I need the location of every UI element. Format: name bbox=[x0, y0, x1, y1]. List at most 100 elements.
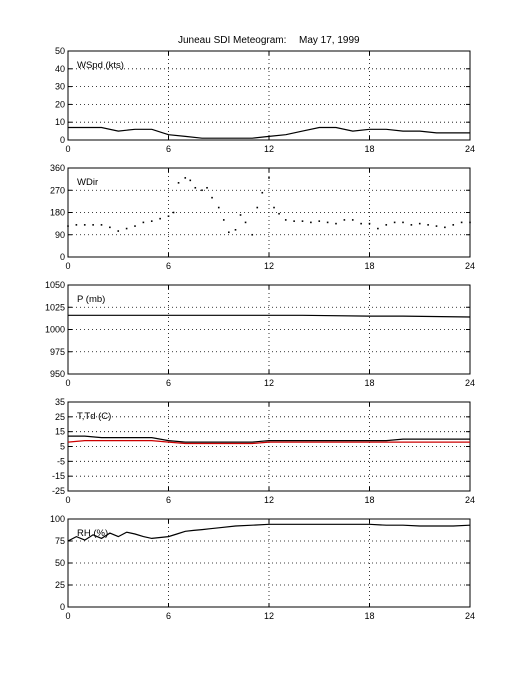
data-point bbox=[410, 224, 413, 226]
y-tick-label: 20 bbox=[55, 99, 65, 109]
data-point bbox=[75, 224, 78, 226]
data-point bbox=[251, 233, 254, 236]
series-line-1 bbox=[68, 314, 471, 318]
data-point bbox=[293, 220, 295, 222]
data-point bbox=[244, 221, 247, 224]
x-tick-label: 6 bbox=[166, 495, 171, 505]
data-point bbox=[301, 220, 304, 222]
x-tick-label: 24 bbox=[465, 495, 475, 505]
x-tick-label: 18 bbox=[364, 611, 374, 621]
x-tick-label: 24 bbox=[465, 261, 475, 271]
data-point bbox=[194, 186, 197, 189]
y-tick-label: 50 bbox=[55, 558, 65, 568]
data-point bbox=[368, 222, 371, 225]
data-point bbox=[150, 220, 153, 222]
data-point bbox=[343, 219, 346, 221]
panel-4: 0 6 12 18 24 -25 -15 -5 5 15 25 35 T,Td (C) bbox=[52, 397, 475, 505]
data-point bbox=[222, 219, 225, 221]
data-point bbox=[228, 231, 230, 234]
x-tick-label: 6 bbox=[166, 144, 171, 154]
data-point bbox=[284, 219, 287, 221]
x-tick-label: 18 bbox=[364, 261, 374, 271]
data-point bbox=[201, 189, 203, 192]
data-point bbox=[402, 221, 404, 224]
y-tick-label: 270 bbox=[50, 185, 65, 195]
data-point bbox=[92, 224, 94, 226]
y-tick-label: 975 bbox=[50, 347, 65, 357]
data-point bbox=[206, 186, 208, 189]
panel-5: 0 6 12 18 24 0 25 50 75 100 RH (%) bbox=[50, 514, 475, 621]
figure-date: May 17, 1999 bbox=[299, 35, 360, 46]
x-tick-label: 18 bbox=[364, 144, 374, 154]
y-tick-label: 15 bbox=[55, 427, 65, 437]
y-tick-label: 40 bbox=[55, 64, 65, 74]
x-tick-label: 6 bbox=[166, 378, 171, 388]
panel-1: 0 6 12 18 24 0 10 20 30 40 50 WSpd (kts) bbox=[55, 46, 475, 154]
x-tick-label: 12 bbox=[264, 261, 274, 271]
x-tick-label: 6 bbox=[166, 261, 171, 271]
data-point bbox=[67, 225, 69, 227]
data-point bbox=[211, 196, 213, 199]
y-tick-label: 25 bbox=[55, 412, 65, 422]
data-point bbox=[184, 177, 187, 179]
panel-label: WDir bbox=[77, 177, 98, 188]
x-tick-label: 0 bbox=[65, 261, 70, 271]
data-point bbox=[435, 225, 438, 227]
data-point bbox=[159, 217, 161, 220]
data-point bbox=[217, 206, 220, 209]
series-line-1 bbox=[67, 523, 471, 542]
data-point bbox=[418, 222, 421, 225]
x-tick-label: 24 bbox=[465, 611, 475, 621]
series-line-2 bbox=[67, 440, 470, 445]
x-tick-label: 24 bbox=[465, 144, 475, 154]
y-tick-label: 0 bbox=[60, 252, 65, 262]
series-line-1 bbox=[68, 126, 470, 139]
x-tick-label: 12 bbox=[264, 378, 274, 388]
data-point bbox=[318, 220, 321, 222]
y-tick-label: 1025 bbox=[45, 302, 65, 312]
y-tick-label: 1000 bbox=[45, 325, 65, 335]
data-point bbox=[326, 221, 329, 224]
data-point bbox=[460, 221, 463, 224]
x-tick-label: 12 bbox=[264, 495, 274, 505]
y-tick-label: 10 bbox=[55, 117, 65, 127]
data-point bbox=[256, 206, 259, 209]
data-point bbox=[273, 206, 275, 209]
x-tick-label: 12 bbox=[264, 611, 274, 621]
data-point bbox=[427, 224, 429, 226]
panel-label: RH (%) bbox=[77, 528, 108, 539]
data-point bbox=[469, 221, 471, 224]
x-tick-label: 0 bbox=[65, 611, 70, 621]
x-tick-label: 24 bbox=[465, 378, 475, 388]
y-tick-label: -25 bbox=[52, 486, 65, 496]
x-tick-label: 0 bbox=[65, 495, 70, 505]
data-point bbox=[125, 227, 128, 230]
y-tick-label: 180 bbox=[50, 208, 65, 218]
y-tick-label: 0 bbox=[60, 135, 65, 145]
data-point bbox=[310, 221, 312, 224]
data-point bbox=[177, 182, 180, 184]
panel-label: T,Td (C) bbox=[77, 411, 111, 422]
data-point bbox=[377, 227, 379, 230]
data-point bbox=[360, 222, 362, 225]
y-tick-label: -15 bbox=[52, 471, 65, 481]
data-point bbox=[385, 224, 388, 226]
x-tick-label: 0 bbox=[65, 144, 70, 154]
data-point bbox=[452, 224, 455, 226]
y-tick-label: 360 bbox=[50, 163, 65, 173]
y-tick-label: 30 bbox=[55, 82, 65, 92]
data-point bbox=[239, 214, 242, 216]
panel-3: 0 6 12 18 24 950 975 1000 1025 1050 P (mb) bbox=[45, 280, 475, 388]
y-tick-label: 50 bbox=[55, 46, 65, 56]
y-tick-label: -5 bbox=[57, 456, 65, 466]
figure-title: Juneau SDI Meteogram: bbox=[178, 35, 286, 46]
data-point bbox=[172, 211, 175, 214]
y-tick-label: 0 bbox=[60, 602, 65, 612]
data-point bbox=[234, 229, 237, 231]
x-tick-label: 6 bbox=[166, 611, 171, 621]
data-point bbox=[117, 230, 120, 232]
data-point bbox=[261, 191, 264, 194]
data-point bbox=[167, 215, 170, 218]
data-point bbox=[268, 177, 270, 179]
